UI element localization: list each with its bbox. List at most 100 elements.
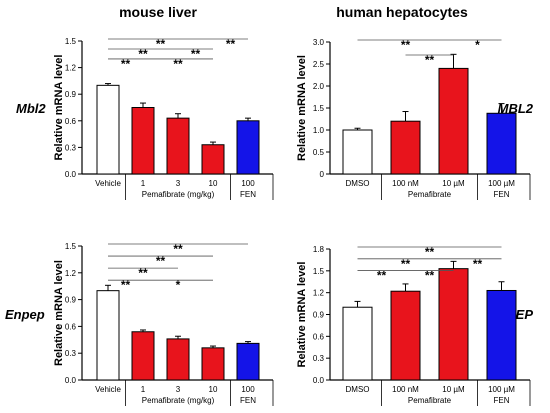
human-mbl2-significance-label: ** bbox=[401, 38, 411, 52]
human-mbl2-y-tick-label: 2.5 bbox=[313, 60, 325, 69]
mouse-mbl2-y-tick-label: 1.2 bbox=[65, 64, 77, 73]
mouse-enpep-y-tick-label: 1.5 bbox=[65, 242, 77, 251]
human-enpep-y-tick-label: 1.5 bbox=[313, 267, 325, 276]
mouse-mbl2-y-tick-label: 0.9 bbox=[65, 90, 77, 99]
human-mbl2-y-tick-label: 1.0 bbox=[313, 126, 325, 135]
mouse-mbl2-significance-label: ** bbox=[226, 37, 236, 51]
human-enpep-x-tick-label: 100 µM bbox=[488, 385, 515, 394]
mouse-mbl2-significance-label: ** bbox=[191, 47, 201, 61]
mouse-enpep-x-tick-label: Vehicle bbox=[95, 385, 121, 394]
mouse-enpep-bar bbox=[166, 338, 190, 381]
human-mbl2-y-tick-label: 0 bbox=[320, 170, 325, 179]
human-mbl2-bar bbox=[486, 112, 517, 175]
mouse-mbl2-y-tick-label: 1.5 bbox=[65, 37, 77, 46]
mouse-mbl2-y-tick-label: 0.0 bbox=[65, 170, 77, 179]
human-mbl2-x-tick-label: 10 µM bbox=[442, 179, 465, 188]
mouse-mbl2-significance-label: ** bbox=[138, 47, 148, 61]
panel-human-mbl2: 0 0.5 1.0 1.5 2.0 2.5 3.0 Relative mRNA level MB… bbox=[296, 38, 534, 200]
mouse-enpep-bar bbox=[201, 347, 225, 381]
mouse-enpep-x-tick-label: 100 bbox=[241, 385, 255, 394]
human-mbl2-x-tick-label: DMSO bbox=[346, 179, 370, 188]
human-enpep-y-tick-label: 0.6 bbox=[313, 332, 325, 341]
mouse-mbl2-bar bbox=[166, 117, 190, 175]
mouse-enpep-y-tick-label: 1.2 bbox=[65, 269, 77, 278]
mouse-enpep-significance-label: ** bbox=[173, 242, 183, 256]
human-mbl2-y-tick-label: 2.0 bbox=[313, 82, 325, 91]
mouse-enpep-y-tick-label: 0.0 bbox=[65, 376, 77, 385]
panel-human-enpep: 0.0 0.3 0.6 0.9 1.2 1.5 1.8 Relative mRNA level… bbox=[296, 245, 533, 406]
human-enpep-bar bbox=[390, 290, 421, 381]
human-enpep-bar bbox=[438, 268, 469, 381]
human-mbl2-y-tick-label: 1.5 bbox=[313, 104, 325, 113]
mouse-mbl2-bar bbox=[131, 107, 155, 175]
mouse-mbl2-significance-label: ** bbox=[121, 57, 131, 71]
human-enpep-y-tick-label: 0.0 bbox=[313, 376, 325, 385]
mouse-mbl2-x-tick-label: 100 bbox=[241, 179, 255, 188]
mouse-mbl2-bar bbox=[201, 144, 225, 175]
human-mbl2-y-axis-label: Relative mRNA level bbox=[296, 55, 308, 161]
mouse-enpep-bar bbox=[236, 342, 260, 381]
mouse-enpep-x-tick-label: 3 bbox=[176, 385, 181, 394]
human-enpep-group-label: FEN bbox=[494, 396, 510, 405]
title-human-hepatocytes: human hepatocytes bbox=[336, 4, 468, 20]
human-enpep-y-tick-label: 0.3 bbox=[313, 354, 325, 363]
human-enpep-x-tick-label: 10 µM bbox=[442, 385, 465, 394]
mouse-mbl2-group-label: FEN bbox=[240, 190, 256, 199]
human-mbl2-significance-label: * bbox=[475, 38, 480, 52]
mouse-enpep-significance-label: ** bbox=[121, 278, 131, 292]
mouse-mbl2-y-tick-label: 0.3 bbox=[65, 143, 77, 152]
mouse-enpep-group-label: Pemafibrate (mg/kg) bbox=[142, 396, 215, 405]
mouse-enpep-significance-label: ** bbox=[138, 266, 148, 280]
human-enpep-bar bbox=[486, 289, 517, 381]
human-enpep-x-tick-label: DMSO bbox=[346, 385, 370, 394]
mouse-enpep-significance-label: * bbox=[176, 278, 181, 292]
mouse-mbl2-significance-label: ** bbox=[173, 57, 183, 71]
human-enpep-y-tick-label: 1.8 bbox=[313, 245, 325, 254]
mouse-mbl2-gene-label: Mbl2 bbox=[16, 101, 46, 116]
human-enpep-significance-label: ** bbox=[425, 245, 435, 259]
mouse-mbl2-bar bbox=[96, 84, 120, 175]
mouse-mbl2-x-tick-label: 3 bbox=[176, 179, 181, 188]
human-enpep-y-tick-label: 0.9 bbox=[313, 311, 325, 320]
human-mbl2-bar bbox=[390, 120, 421, 175]
mouse-enpep-gene-label: Enpep bbox=[5, 307, 45, 322]
human-mbl2-group-label: FEN bbox=[494, 190, 510, 199]
human-mbl2-gene-label: MBL2 bbox=[498, 101, 534, 116]
human-mbl2-group-label: Pemafibrate bbox=[408, 190, 452, 199]
human-enpep-bar bbox=[342, 306, 373, 381]
human-mbl2-significance-label: ** bbox=[425, 53, 435, 67]
human-mbl2-x-tick-label: 100 nM bbox=[392, 179, 419, 188]
mouse-mbl2-significance-label: ** bbox=[156, 37, 166, 51]
mouse-mbl2-group-label: Pemafibrate (mg/kg) bbox=[142, 190, 215, 199]
human-mbl2-y-tick-label: 0.5 bbox=[313, 148, 325, 157]
human-enpep-group-label: Pemafibrate bbox=[408, 396, 452, 405]
mouse-mbl2-x-tick-label: Vehicle bbox=[95, 179, 121, 188]
human-enpep-y-tick-label: 1.2 bbox=[313, 289, 325, 298]
human-enpep-significance-label: ** bbox=[473, 257, 483, 271]
mouse-enpep-x-tick-label: 1 bbox=[141, 385, 146, 394]
human-enpep-y-axis-label: Relative mRNA level bbox=[296, 262, 308, 368]
title-mouse-liver: mouse liver bbox=[119, 4, 197, 20]
mouse-enpep-group-label: FEN bbox=[240, 396, 256, 405]
mouse-mbl2-y-axis-label: Relative mRNA level bbox=[53, 55, 65, 161]
human-enpep-x-tick-label: 100 nM bbox=[392, 385, 419, 394]
mouse-enpep-y-axis-label: Relative mRNA level bbox=[53, 260, 65, 366]
human-mbl2-bar bbox=[438, 67, 469, 175]
mouse-mbl2-y-tick-label: 0.6 bbox=[65, 117, 77, 126]
mouse-enpep-bar bbox=[96, 290, 120, 381]
mouse-enpep-y-tick-label: 0.3 bbox=[65, 349, 77, 358]
mouse-mbl2-x-tick-label: 1 bbox=[141, 179, 146, 188]
human-mbl2-y-tick-label: 3.0 bbox=[313, 38, 325, 47]
mouse-mbl2-bar bbox=[236, 120, 260, 175]
mouse-enpep-y-tick-label: 0.6 bbox=[65, 322, 77, 331]
human-enpep-significance-label: ** bbox=[377, 269, 387, 283]
mouse-mbl2-x-tick-label: 10 bbox=[209, 179, 218, 188]
mouse-enpep-significance-label: ** bbox=[156, 254, 166, 268]
mouse-enpep-y-tick-label: 0.9 bbox=[65, 296, 77, 305]
human-enpep-significance-label: ** bbox=[425, 269, 435, 283]
human-enpep-significance-label: ** bbox=[401, 257, 411, 271]
human-mbl2-x-tick-label: 100 µM bbox=[488, 179, 515, 188]
